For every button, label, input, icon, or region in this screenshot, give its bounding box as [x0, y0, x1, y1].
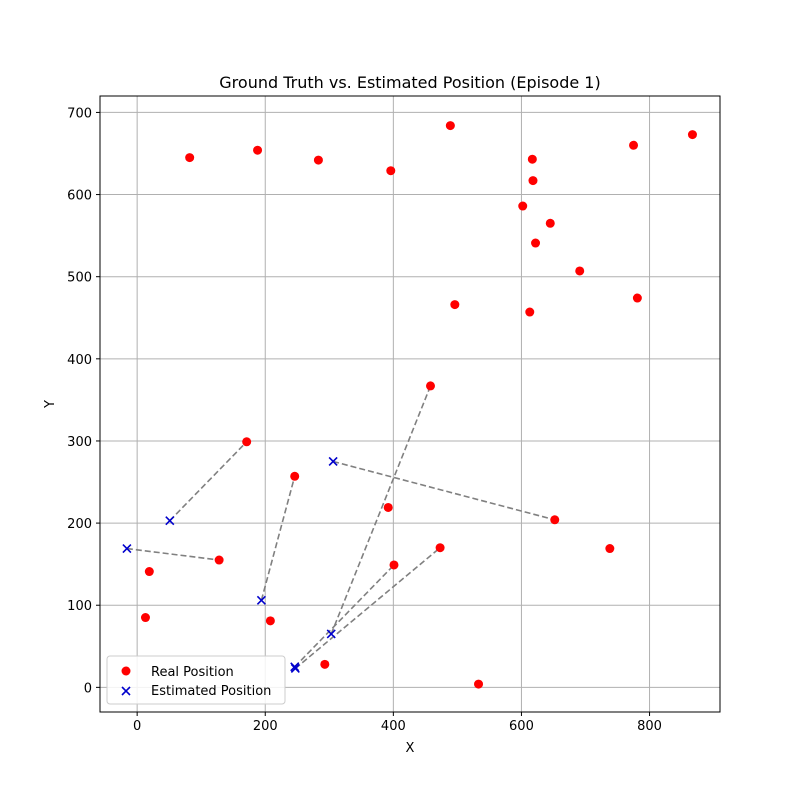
real-position-point	[545, 218, 555, 228]
y-tick-label: 400	[67, 353, 92, 368]
x-tick-label: 600	[509, 719, 534, 734]
real-position-point	[474, 679, 484, 689]
legend-box	[106, 655, 286, 705]
legend-real-label: Real Position	[151, 665, 234, 680]
real-position-point	[265, 616, 275, 626]
estimated-position-point	[165, 516, 175, 526]
estimated-position-point	[122, 543, 132, 554]
real-position-point	[185, 153, 195, 163]
estimated-position-point	[328, 456, 338, 467]
connector-line	[260, 476, 296, 601]
chart-title: Ground Truth vs. Estimated Position (Epi…	[219, 73, 600, 92]
real-position-point	[253, 145, 263, 155]
estimated-position-point	[326, 629, 336, 639]
y-axis-label: Y	[43, 400, 58, 409]
real-position-point	[320, 659, 330, 669]
y-axis-ticks: 0 100 200 300 400 500 600 700	[67, 106, 100, 696]
real-position-point	[528, 176, 538, 186]
y-tick-label: 500	[67, 271, 92, 286]
real-position-point	[575, 266, 585, 276]
real-position-point	[144, 567, 154, 577]
real-position-point	[450, 300, 460, 310]
connector-line	[332, 460, 555, 521]
legend: Real Position Estimated Position	[106, 655, 286, 705]
y-tick-label: 600	[67, 189, 92, 204]
real-position-point	[140, 613, 150, 623]
x-tick-label: 400	[381, 719, 406, 734]
x-axis-label: X	[406, 741, 415, 756]
real-position-point	[386, 166, 396, 176]
legend-real-marker	[121, 666, 131, 676]
real-position-point	[629, 140, 639, 150]
y-tick-label: 0	[84, 681, 92, 696]
x-tick-label: 200	[253, 719, 278, 734]
real-position-point	[425, 381, 435, 391]
real-position-point	[525, 307, 535, 317]
y-tick-label: 200	[67, 517, 92, 532]
x-tick-label: 0	[133, 719, 141, 734]
legend-estimated-marker	[121, 686, 131, 696]
real-position-point	[531, 238, 541, 248]
real-position-point	[445, 121, 455, 131]
real-position-point	[527, 154, 537, 164]
y-tick-label: 300	[67, 435, 92, 450]
real-position-point	[687, 130, 697, 140]
plot-frame	[99, 95, 721, 713]
real-position-point	[550, 515, 560, 525]
estimated-position-point	[256, 595, 266, 605]
connector-lines	[126, 385, 555, 670]
real-position-point	[290, 471, 300, 481]
real-position-point	[383, 502, 393, 512]
real-position-point	[632, 293, 642, 303]
real-position-series	[140, 121, 697, 689]
connector-line	[169, 441, 248, 522]
grid-lines	[100, 96, 720, 712]
real-position-point	[242, 437, 252, 447]
real-position-point	[389, 560, 399, 570]
connector-line	[126, 547, 220, 561]
real-position-point	[518, 201, 528, 211]
y-tick-label: 700	[67, 106, 92, 121]
legend-estimated-label: Estimated Position	[151, 684, 271, 699]
connector-line	[294, 547, 441, 670]
real-position-point	[435, 543, 445, 553]
real-position-point	[313, 155, 323, 165]
connector-line	[294, 564, 395, 668]
x-tick-label: 800	[637, 719, 662, 734]
estimated-position-series	[122, 456, 338, 674]
estimated-position-point	[290, 663, 300, 674]
real-position-point	[605, 544, 615, 554]
y-tick-label: 100	[67, 599, 92, 614]
real-position-point	[214, 555, 224, 565]
x-axis-ticks: 0 200 400 600 800	[133, 712, 662, 734]
